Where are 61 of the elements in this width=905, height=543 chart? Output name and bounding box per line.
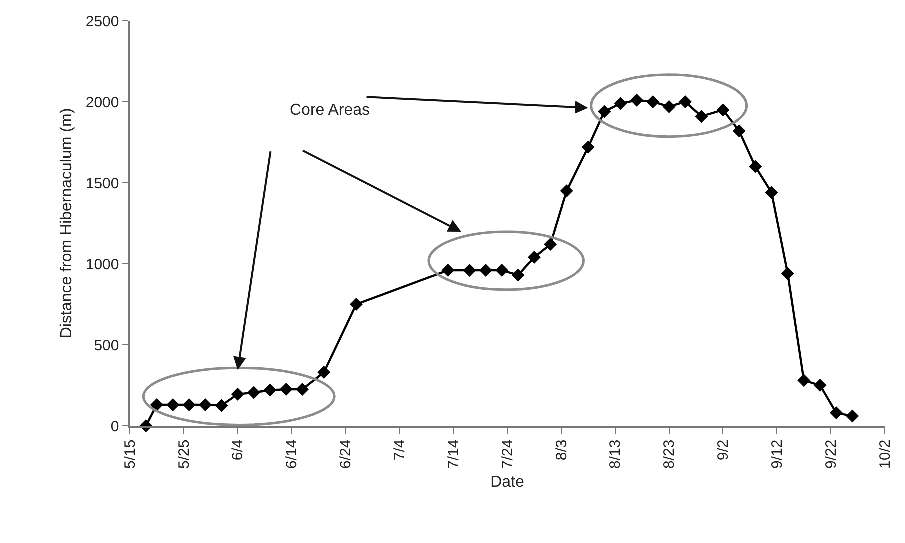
point [646,96,660,108]
x-tick-label: 8/3 [553,440,570,461]
x-axis-title: Date [490,474,524,492]
point [215,399,228,412]
x-tick-label: 5/25 [176,440,193,469]
point [528,251,541,264]
x-tick-label: 9/12 [769,440,786,469]
point [544,238,558,252]
x-tick-label: 7/24 [499,440,516,469]
point [695,110,708,124]
x-tick-label: 6/24 [338,440,355,469]
point [814,379,827,392]
point [749,160,762,174]
x-tick-label: 7/14 [445,440,462,469]
point [496,264,509,277]
point [732,124,746,138]
y-tick-label: 2000 [86,94,120,112]
point [781,267,794,280]
x-tick-label: 8/13 [607,440,624,469]
point [182,398,196,412]
point [598,105,612,118]
point [765,186,778,200]
point [231,388,244,401]
point [678,96,692,108]
y-tick-label: 1000 [86,256,120,274]
annotation: Core Areas [290,102,370,119]
x-tick-label: 5/15 [122,440,139,469]
x-tick-label: 6/14 [284,440,301,469]
point [560,184,574,198]
point [442,264,455,277]
point [846,410,860,423]
point [798,374,811,388]
x-tick-label: 9/22 [822,440,840,469]
point [716,104,730,117]
y-tick-label: 2500 [86,13,120,30]
point [296,383,310,396]
point [280,383,293,396]
point [512,268,525,282]
point [582,140,595,154]
point [150,398,164,412]
point [248,386,261,400]
point [264,384,277,397]
y-tick-label: 0 [110,418,120,436]
x-tick-label: 9/2 [715,440,732,461]
x-tick-label: 10/2 [876,440,894,469]
point [662,100,676,114]
point [318,366,331,380]
point [479,264,492,277]
x-tick-label: 7/4 [392,440,409,461]
point [166,398,180,412]
point [614,97,628,110]
x-tick-label: 8/23 [661,440,678,469]
point [463,264,476,277]
y-tick-label: 500 [94,337,120,354]
point [350,298,363,311]
point [199,398,212,412]
point [630,94,644,107]
y-tick-label: 1500 [86,175,120,192]
y-axis-title: Distance from Hibernaculum (m) [58,108,76,339]
x-tick-label: 6/4 [230,440,247,461]
point [830,406,843,420]
